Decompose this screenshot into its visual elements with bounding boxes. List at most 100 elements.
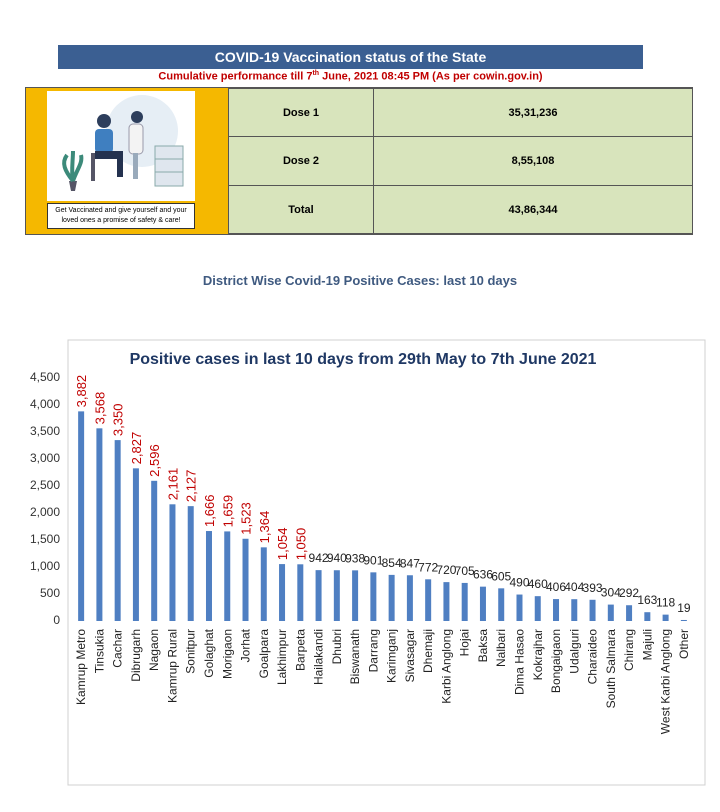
bar [352,570,359,621]
value-label: 1,523 [239,502,254,535]
value-label: 942 [309,551,329,565]
plant [62,150,84,183]
bar [516,594,523,621]
value-label: 636 [473,568,493,582]
bar [571,599,578,621]
cabinet [154,145,184,187]
bar [78,411,85,621]
bar [589,599,596,621]
y-tick-label: 3,500 [30,424,60,438]
head [97,114,111,128]
value-label: 490 [509,576,529,590]
x-tick-label: Tinsukia [92,629,106,674]
bar [224,531,231,621]
x-tick-label: Jorhat [239,628,253,662]
bar [260,547,267,621]
value-label: 3,882 [74,375,89,408]
row-value: 43,86,344 [373,185,693,234]
bar [315,570,322,621]
y-tick-label: 4,500 [30,370,60,384]
subtitle-sup: th [312,70,320,77]
doctor [128,123,144,155]
subtitle-text: June, 2021 08:45 PM (As per cowin.gov.in… [319,70,543,83]
section-heading: District Wise Covid-19 Positive Cases: l… [202,273,518,288]
x-tick-label: Cachar [111,629,125,668]
row-value: 35,31,236 [373,88,693,137]
x-tick-label: Kamrup Metro [74,629,88,705]
bar [242,538,249,621]
x-tick-label: Lakhimpur [275,629,289,685]
value-label: 3,350 [111,404,126,437]
bar [534,596,541,621]
header-title: COVID-19 Vaccination status of the State [58,45,643,69]
value-label: 2,127 [184,470,199,503]
x-tick-label: Nalbari [494,629,508,667]
y-tick-label: 0 [53,613,60,627]
x-tick-label: Karbi Anglong [439,629,453,704]
bar [607,604,614,621]
bar [498,588,505,621]
value-label: 393 [583,581,603,595]
value-label: 772 [418,560,438,574]
bar [662,614,669,621]
x-tick-label: Baksa [476,629,490,663]
legs [95,151,123,159]
x-tick-label: Morigaon [220,629,234,679]
x-tick-label: Karimganj [385,629,399,683]
x-tick-label: Darrang [366,629,380,672]
bar [132,468,139,621]
x-tick-label: Kokrajhar [531,629,545,680]
value-label: 940 [327,551,347,565]
x-tick-label: Dhemaji [421,629,435,673]
x-tick-label: West Karbi Anglong [659,629,673,734]
bar [187,506,194,621]
value-label: 901 [363,553,383,567]
chair [91,153,95,181]
vaccination-table: Get Vaccinated and give yourself and you… [25,87,693,235]
row-label: Total [228,185,374,234]
value-label: 720 [436,563,456,577]
x-tick-label: Dima Hasao [512,629,526,695]
head [131,111,143,123]
x-tick-label: Sivasagar [403,629,417,682]
body [95,129,113,153]
bar [169,504,176,621]
subtitle-text: Cumulative performance till 7 [158,70,313,83]
promo: Get Vaccinated and give yourself and you… [26,88,229,234]
y-tick-label: 2,000 [30,505,60,519]
y-tick-label: 1,000 [30,559,60,573]
x-tick-label: Nagaon [147,629,161,671]
legs [133,153,138,179]
value-label: 404 [564,580,584,594]
x-tick-label: Majuli [640,629,654,660]
bar [553,599,560,621]
legs [117,153,123,177]
value-label: 938 [345,551,365,565]
value-label: 605 [491,569,511,583]
x-tick-label: Hojai [458,629,472,656]
chart-title: Positive cases in last 10 days from 29th… [130,351,597,368]
y-tick-label: 2,500 [30,478,60,492]
x-tick-label: Bongaigaon [549,629,563,693]
y-tick-label: 1,500 [30,532,60,546]
value-label: 1,659 [220,495,235,528]
bar [626,605,633,621]
header-subtitle: Cumulative performance till 7th June, 20… [58,70,643,83]
value-label: 460 [528,577,548,591]
value-label: 705 [455,564,475,578]
value-label: 1,050 [293,528,308,561]
row-value: 8,55,108 [373,136,693,186]
x-tick-label: Other [677,629,691,659]
pot [69,181,77,191]
row-label: Dose 1 [228,88,374,137]
bar [279,564,286,621]
bar [388,574,395,621]
x-tick-label: Sonitpur [184,629,198,674]
x-tick-label: South Salmara [604,629,618,709]
value-label: 2,827 [129,432,144,465]
promo-caption: Get Vaccinated and give yourself and you… [47,203,195,229]
bar [370,572,377,621]
value-label: 118 [656,596,675,610]
value-label: 304 [601,586,621,600]
x-tick-label: Biswanath [348,629,362,684]
